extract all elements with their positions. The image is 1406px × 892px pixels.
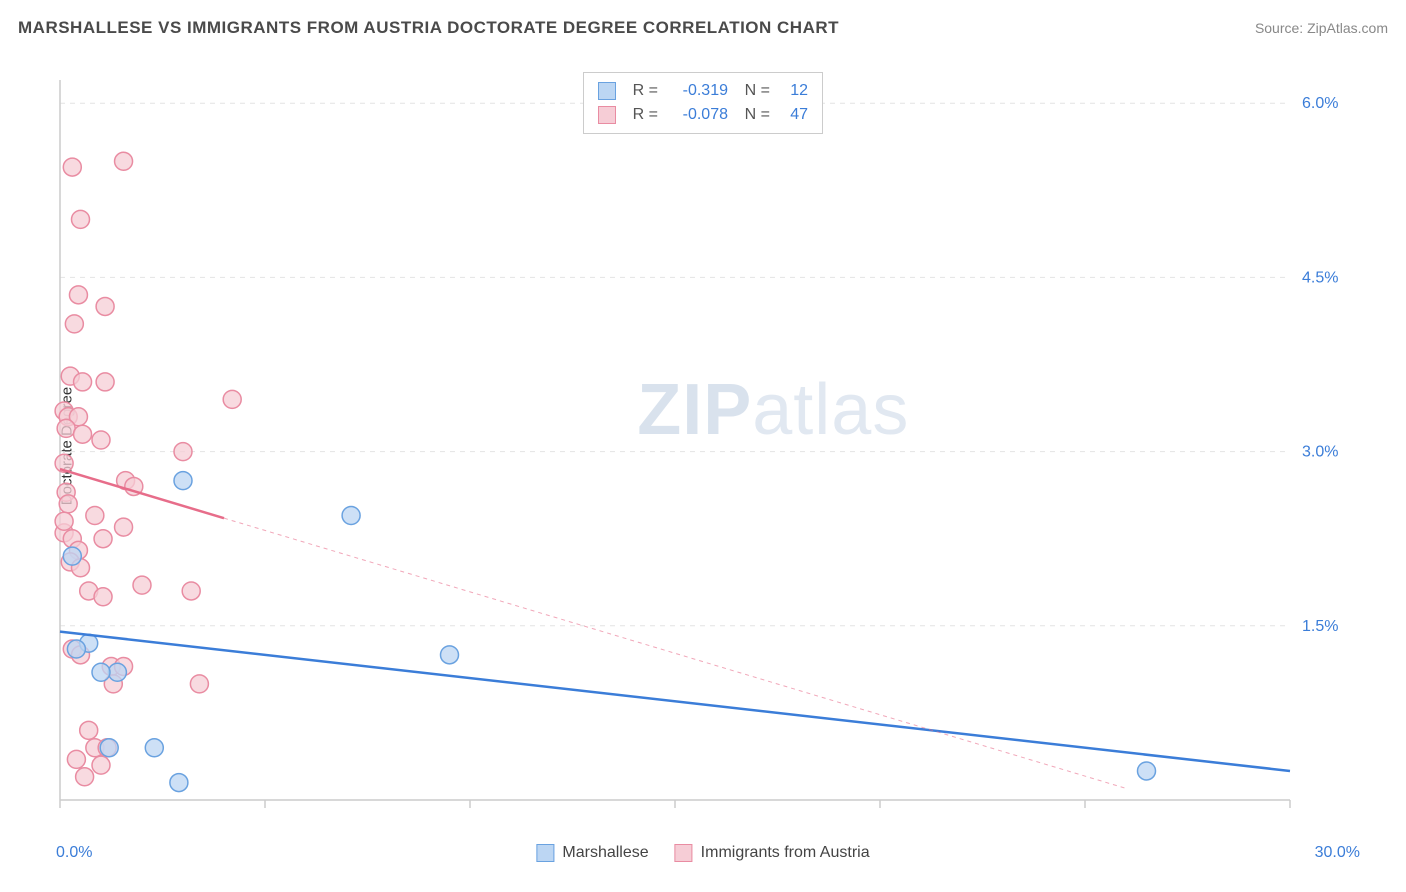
stats-legend-box: R = -0.319 N = 12 R = -0.078 N = 47 <box>583 72 823 134</box>
stat-r-value: -0.319 <box>668 82 728 100</box>
source-label: Source: <box>1255 20 1303 36</box>
series-swatch <box>675 844 693 862</box>
stat-n-label: N = <box>738 106 770 124</box>
series-swatch <box>536 844 554 862</box>
series-swatch <box>598 106 616 124</box>
x-axis-max-label: 30.0% <box>1315 844 1360 862</box>
source-credit: Source: ZipAtlas.com <box>1255 20 1388 36</box>
legend-item: Marshallese <box>536 844 648 862</box>
stat-r-value: -0.078 <box>668 106 728 124</box>
svg-text:1.5%: 1.5% <box>1302 618 1338 635</box>
stat-n-value: 47 <box>780 106 808 124</box>
x-axis-origin-label: 0.0% <box>56 844 92 862</box>
legend-item: Immigrants from Austria <box>675 844 870 862</box>
source-link[interactable]: ZipAtlas.com <box>1307 20 1388 36</box>
stats-row: R = -0.078 N = 47 <box>598 103 808 127</box>
legend-label: Marshallese <box>562 844 648 862</box>
svg-text:4.5%: 4.5% <box>1302 269 1338 286</box>
stat-n-label: N = <box>738 82 770 100</box>
stats-row: R = -0.319 N = 12 <box>598 79 808 103</box>
stat-n-value: 12 <box>780 82 808 100</box>
bottom-legend: Marshallese Immigrants from Austria <box>536 844 869 862</box>
stat-r-label: R = <box>626 82 658 100</box>
chart-svg: 1.5% 3.0% 4.5% 6.0% <box>50 70 1360 820</box>
svg-text:3.0%: 3.0% <box>1302 444 1338 461</box>
series-swatch <box>598 82 616 100</box>
header: MARSHALLESE VS IMMIGRANTS FROM AUSTRIA D… <box>18 18 1388 38</box>
chart-title: MARSHALLESE VS IMMIGRANTS FROM AUSTRIA D… <box>18 18 839 38</box>
legend-label: Immigrants from Austria <box>701 844 870 862</box>
svg-text:6.0%: 6.0% <box>1302 95 1338 112</box>
stat-r-label: R = <box>626 106 658 124</box>
scatter-plot: 1.5% 3.0% 4.5% 6.0% <box>50 70 1360 820</box>
